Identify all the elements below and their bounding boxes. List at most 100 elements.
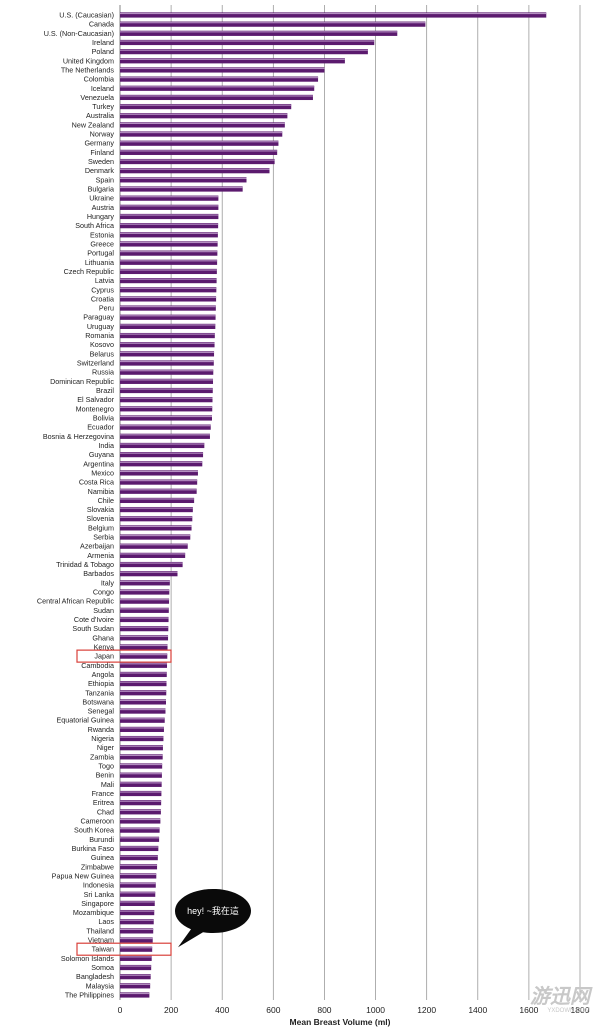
bar-shine-poland [120, 49, 368, 51]
category-label-indonesia: Indonesia [83, 881, 114, 890]
category-label-czech-republic: Czech Republic [64, 267, 115, 276]
bar-shine-serbia [120, 535, 191, 537]
highlight-boxes [76, 649, 172, 956]
category-label-nigeria: Nigeria [91, 734, 114, 743]
bar-zambia [120, 754, 163, 760]
tick-label-800: 800 [317, 1005, 331, 1015]
bar-shine-ukraine [120, 196, 219, 198]
category-label-south-korea: South Korea [74, 826, 114, 835]
bar-croatia [120, 296, 217, 302]
bar-vietnam [120, 937, 153, 943]
bar-shine-benin [120, 773, 162, 775]
category-label-poland: Poland [92, 47, 114, 56]
bar-shine-sudan [120, 608, 169, 610]
bar-shine-south-korea [120, 828, 160, 830]
bar-shine-czech-republic [120, 269, 217, 271]
category-label-benin: Benin [96, 771, 114, 780]
bar-italy [120, 580, 170, 586]
bar-shine-guyana [120, 452, 204, 454]
category-label-slovakia: Slovakia [87, 505, 114, 514]
bar-shine-congo [120, 590, 170, 592]
category-label-belarus: Belarus [90, 349, 115, 358]
category-label-australia: Australia [86, 111, 114, 120]
category-label-burundi: Burundi [89, 835, 114, 844]
bar-south-sudan [120, 626, 169, 632]
category-label-the-philippines: The Philippines [65, 991, 115, 1000]
bar-shine-estonia [120, 232, 218, 234]
bar-bolivia [120, 415, 212, 421]
category-label-india: India [98, 441, 114, 450]
bar-shine-mexico [120, 470, 198, 473]
bar-congo [120, 589, 170, 595]
tick-label-1800: 1800 [571, 1005, 590, 1015]
bar-shine-ireland [120, 40, 375, 42]
bar-shine-argentina [120, 461, 203, 463]
bar-shine-peru [120, 306, 216, 308]
bar-ukraine [120, 195, 219, 201]
bar-rwanda [120, 726, 164, 732]
bar-finland [120, 149, 278, 155]
category-label-colombia: Colombia [84, 75, 114, 84]
bar-denmark [120, 168, 270, 174]
category-label-cote-d-ivoire: Cote d'Ivoire [74, 615, 114, 624]
category-label-ecuador: Ecuador [87, 423, 114, 432]
bar-shine-ecuador [120, 425, 211, 427]
bar-shine-united-kingdom [120, 58, 345, 60]
tick-label-200: 200 [164, 1005, 178, 1015]
bar-shine-canada [120, 22, 426, 24]
bar-shine-lithuania [120, 260, 218, 262]
bar-shine-south-sudan [120, 626, 169, 628]
bar-mexico [120, 470, 198, 476]
category-label-slovenia: Slovenia [86, 514, 114, 523]
bar-eritrea [120, 800, 162, 806]
bar-shine-dominican-republic [120, 379, 214, 381]
bar-shine-australia [120, 113, 288, 115]
bar-kenya [120, 644, 168, 650]
bar-niger [120, 745, 163, 751]
category-label-romania: Romania [85, 331, 114, 340]
category-label-mexico: Mexico [91, 468, 114, 477]
bar-somoa [120, 964, 152, 971]
bar-angola [120, 671, 167, 678]
category-label-bulgaria: Bulgaria [88, 185, 114, 194]
bar-ethiopia [120, 680, 167, 687]
x-axis-ticks: 0 200 400 600 800 1000 1200 1400 1600 1800 [118, 1005, 590, 1015]
tick-label-400: 400 [215, 1005, 229, 1015]
category-label-kosovo: Kosovo [90, 340, 114, 349]
category-label-trinidad-tobago: Trinidad & Tobago [56, 560, 114, 569]
bar-switzerland [120, 360, 214, 366]
bar-cameroon [120, 818, 161, 824]
bar-portugal [120, 250, 218, 256]
bar-shine-norway [120, 132, 283, 134]
bar-czech-republic [120, 268, 217, 275]
bar-shine-cote-d-ivoire [120, 617, 169, 619]
bar-burundi [120, 836, 160, 842]
bar-thailand [120, 928, 154, 934]
category-label-montenegro: Montenegro [76, 404, 114, 413]
category-label-bosnia-herzegovina: Bosnia & Herzegovina [43, 432, 114, 441]
bar-shine-angola [120, 672, 167, 674]
bar-shine-colombia [120, 77, 319, 79]
bar-shine-eritrea [120, 800, 162, 802]
bar-azerbaijan [120, 543, 188, 549]
bar-shine-papua-new-guinea [120, 873, 157, 876]
bar-spain [120, 177, 247, 183]
bar-botswana [120, 699, 166, 705]
bar-shine-turkey [120, 104, 292, 106]
category-label-south-africa: South Africa [75, 221, 114, 230]
bar-shine-nigeria [120, 736, 164, 738]
bar-uruguay [120, 323, 216, 330]
category-label-botswana: Botswana [82, 697, 114, 706]
bar-new-zealand [120, 122, 285, 128]
bar-germany [120, 140, 279, 146]
category-label-togo: Togo [98, 762, 114, 771]
category-label-ukraine: Ukraine [89, 194, 114, 203]
bar-shine-slovenia [120, 516, 193, 518]
bar-senegal [120, 708, 166, 714]
bar-guyana [120, 452, 204, 458]
bar-mozambique [120, 909, 155, 916]
category-label-bangladesh: Bangladesh [76, 972, 114, 981]
bar-shine-armenia [120, 553, 186, 555]
bar-singapore [120, 900, 155, 907]
